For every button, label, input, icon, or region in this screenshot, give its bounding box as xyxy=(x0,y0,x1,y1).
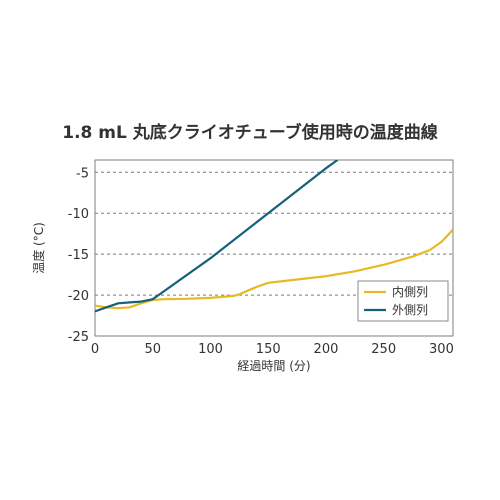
grid-layer xyxy=(95,171,453,296)
x-tick-label: 150 xyxy=(256,342,281,357)
chart-title: 1.8 mL 丸底クライオチューブ使用時の温度曲線 xyxy=(62,123,438,143)
y-tick-label: -15 xyxy=(68,248,89,263)
x-tick-label: 250 xyxy=(371,342,396,357)
plot-frame xyxy=(94,159,454,337)
x-axis-label: 経過時間 (分) xyxy=(237,359,310,373)
series-line-1 xyxy=(95,228,453,310)
series-line-2 xyxy=(95,160,339,313)
x-tick-label: 0 xyxy=(91,342,99,357)
x-tick-label: 100 xyxy=(198,342,223,357)
tick-layer: -25 -20 -15 -10 -5 0 50 100 150 200 250 300 xyxy=(68,166,454,357)
x-tick-label: 50 xyxy=(144,342,161,357)
y-tick-label: -25 xyxy=(68,330,89,345)
legend-label: 外側列 xyxy=(392,303,428,317)
y-tick-label: -20 xyxy=(68,289,89,304)
legend-label: 内側列 xyxy=(392,285,428,299)
legend-box xyxy=(357,280,449,322)
series-layer xyxy=(95,160,453,313)
y-tick-label: -5 xyxy=(76,166,89,181)
x-tick-label: 300 xyxy=(429,342,454,357)
x-tick-label: 200 xyxy=(314,342,339,357)
y-axis-label: 温度 (°C) xyxy=(31,222,46,274)
y-tick-label: -10 xyxy=(68,207,89,222)
